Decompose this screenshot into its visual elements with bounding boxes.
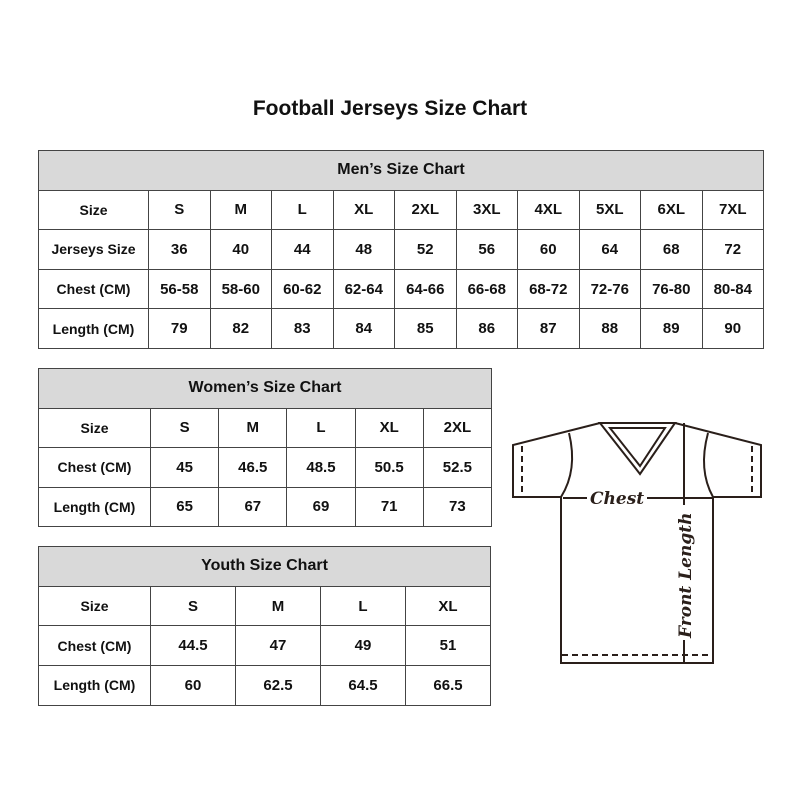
table-cell: 6XL [640,189,703,231]
table-cell: 68-72 [517,268,580,310]
table-cell: 86 [455,308,518,349]
table-cell: XL [354,407,424,448]
table-cell: M [235,585,321,627]
page-title: Football Jerseys Size Chart [252,97,528,120]
table-cell: 87 [517,308,580,349]
youth-size-table: Youth Size Chart Size S M L XL Chest (CM) 44.5 4… [38,546,491,706]
table-cell: L [286,407,356,448]
table-title: Youth Size Chart [38,546,491,587]
table-cell: S [150,585,236,627]
chest-label: Chest [590,489,644,509]
table-cell: 49 [320,625,406,667]
table-cell: 84 [332,308,395,349]
table-cell: 64.5 [320,665,406,706]
row-label: Chest (CM) [38,625,151,667]
table-cell: XL [332,189,395,231]
table-cell: 88 [578,308,641,349]
table-cell: 90 [701,308,764,349]
table-cell: 85 [394,308,457,349]
table-cell: 76-80 [640,268,703,310]
table-cell: 56-58 [148,268,211,310]
table-cell: 80-84 [701,268,764,310]
table-cell: 45 [149,447,220,488]
table-row: Length (CM) 60 62.5 64.5 66.5 [38,665,491,706]
table-cell: 44.5 [150,625,236,667]
table-cell: 66-68 [455,268,518,310]
table-cell: 44 [271,229,334,270]
table-cell: 69 [286,486,356,527]
table-cell: 66.5 [405,665,491,706]
table-cell: S [149,407,220,448]
table-cell: M [218,407,288,448]
table-header-row: Women’s Size Chart [38,368,492,409]
womens-size-table: Women’s Size Chart Size S M L XL 2XL Chest (CM)… [38,368,493,527]
table-cell: 82 [209,308,272,349]
table-cell: 47 [235,625,321,667]
table-cell: L [320,585,406,627]
row-label: Length (CM) [38,486,151,527]
table-cell: 50.5 [354,447,424,488]
row-label: Size [38,585,151,627]
table-cell: 73 [422,486,493,527]
table-cell: L [271,189,334,231]
table-row: Size S M L XL 2XL [38,407,493,448]
table-cell: 79 [148,308,211,349]
table-cell: 62.5 [235,665,321,706]
table-cell: 48.5 [286,447,356,488]
table-row: Jerseys Size 36 40 44 48 52 56 60 64 68 72 [38,229,764,270]
table-cell: 71 [354,486,424,527]
jersey-outline-icon [512,422,762,664]
table-row: Length (CM) 79 82 83 84 85 86 87 88 89 90 [38,308,764,349]
table-row: Length (CM) 65 67 69 71 73 [38,486,493,527]
table-cell: 52.5 [422,447,493,488]
table-cell: 36 [148,229,211,270]
row-label: Size [38,407,151,448]
table-cell: 51 [405,625,491,667]
table-cell: 62-64 [332,268,395,310]
table-header-row: Men’s Size Chart [38,150,764,191]
table-cell: 40 [209,229,272,270]
table-row: Size S M L XL 2XL 3XL 4XL 5XL 6XL 7XL [38,189,764,231]
mens-size-table: Men’s Size Chart Size S M L XL 2XL 3XL 4XL 5XL 6XL… [38,150,764,349]
table-row: Size S M L XL [38,585,491,627]
table-cell: 67 [218,486,288,527]
table-cell: 48 [332,229,395,270]
table-cell: 5XL [578,189,641,231]
row-label: Jerseys Size [38,229,149,270]
table-cell: 2XL [422,407,493,448]
table-cell: 68 [640,229,703,270]
table-title: Men’s Size Chart [38,150,764,191]
table-cell: 60 [517,229,580,270]
table-title: Women’s Size Chart [38,368,492,409]
table-row: Chest (CM) 44.5 47 49 51 [38,625,491,667]
row-label: Chest (CM) [38,447,151,488]
table-row: Chest (CM) 45 46.5 48.5 50.5 52.5 [38,447,493,488]
table-cell: XL [405,585,491,627]
front-length-label: Front Length [676,513,696,639]
row-label: Length (CM) [38,308,149,349]
table-cell: 72-76 [578,268,641,310]
table-header-row: Youth Size Chart [38,546,491,587]
table-cell: 60 [150,665,236,706]
table-cell: 7XL [701,189,764,231]
row-label: Size [38,189,149,231]
table-cell: 65 [149,486,220,527]
table-cell: 60-62 [271,268,334,310]
